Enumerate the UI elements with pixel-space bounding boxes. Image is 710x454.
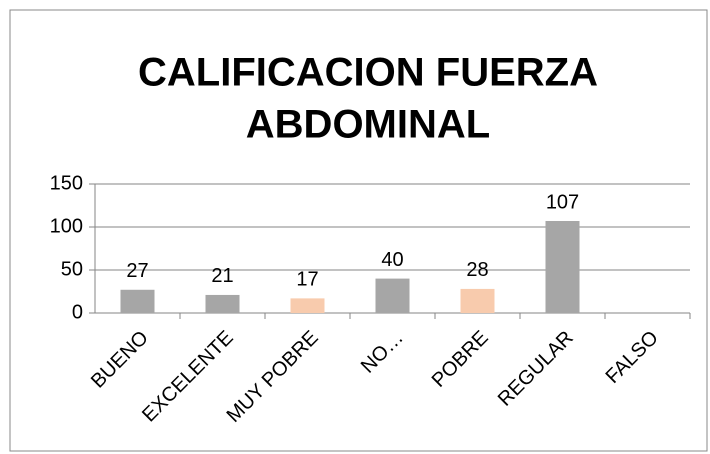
chart-title: CALIFICACION FUERZA <box>138 51 598 95</box>
data-label: 28 <box>466 259 488 281</box>
y-tick-label: 150 <box>50 172 83 194</box>
data-label: 21 <box>211 265 233 287</box>
chart-title: ABDOMINAL <box>246 103 490 147</box>
data-label: 107 <box>546 191 579 213</box>
bar <box>545 220 580 313</box>
bar <box>375 278 410 313</box>
data-label: 27 <box>126 260 148 282</box>
bar <box>460 288 495 313</box>
y-tick-label: 100 <box>50 215 83 237</box>
bar <box>205 294 240 313</box>
chart-frame <box>9 9 708 452</box>
bar <box>290 298 325 313</box>
data-label: 40 <box>381 249 403 271</box>
data-label: 17 <box>296 269 318 291</box>
y-tick-label: 50 <box>61 258 83 280</box>
bar <box>120 289 155 313</box>
y-tick-label: 0 <box>72 301 83 323</box>
